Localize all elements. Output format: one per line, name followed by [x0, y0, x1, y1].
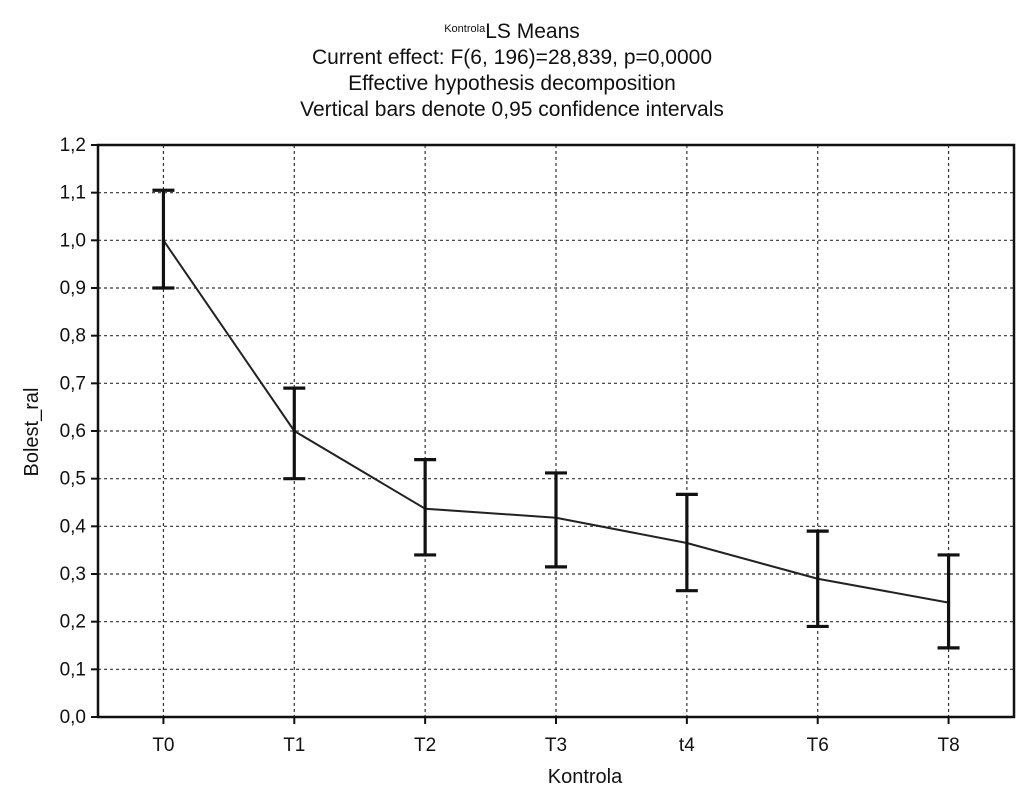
error-bar: [675, 492, 698, 593]
error-bar: [152, 188, 175, 290]
y-tick-labels: 0,0 0,1 0,2 0,3 0,4 0,5 0,6 0,7 0,8 0,9 1,0 1,1 1,2: [60, 135, 87, 728]
y-tick-label: 0,9: [60, 278, 86, 299]
y-tick-label: 0,3: [60, 564, 86, 585]
error-bar: [937, 553, 960, 650]
chart-subtitle-decomposition: Effective hypothesis decomposition: [348, 72, 676, 95]
x-tick-label: T0: [152, 735, 174, 756]
x-tick-label: T6: [807, 735, 829, 756]
y-tick-label: 0,0: [60, 707, 86, 728]
x-axis-title: Kontrola: [548, 766, 623, 788]
error-bar: [545, 471, 567, 569]
error-bar: [414, 458, 437, 557]
x-tick-label: t4: [679, 735, 695, 756]
y-tick-label: 0,2: [60, 612, 86, 633]
y-tick-label: 0,4: [60, 516, 87, 537]
chart-title: KontrolaLS Means: [444, 20, 580, 43]
y-tick-label: 0,7: [60, 373, 86, 394]
y-tick-label: 0,5: [60, 469, 86, 490]
chart-subtitle-ci-note: Vertical bars denote 0,95 confidence int…: [300, 98, 724, 121]
y-tick-label: 1,0: [60, 230, 86, 251]
y-tick-label: 0,1: [60, 659, 86, 680]
chart-title-main: LS Means: [485, 20, 580, 43]
errorbar-layer: [152, 188, 960, 650]
chart-title-superscript: Kontrola: [444, 23, 486, 35]
x-tick-labels: T0 T1 T2 T3 t4 T6 T8: [152, 735, 959, 756]
y-tick-label: 1,1: [60, 183, 86, 204]
y-tick-label: 0,8: [60, 326, 86, 347]
plot-frame: [96, 143, 1016, 719]
x-tick-label: T8: [937, 735, 959, 756]
y-axis-title: Bolest_ral: [21, 388, 43, 477]
error-bar: [806, 529, 829, 629]
grid-layer: [98, 145, 1014, 717]
x-tick-label: T2: [414, 735, 436, 756]
y-tick-label: 0,6: [60, 421, 86, 442]
x-tick-label: T3: [545, 735, 567, 756]
error-bar: [283, 386, 306, 481]
y-tick-label: 1,2: [60, 135, 86, 156]
x-tick-label: T1: [283, 735, 305, 756]
tick-layer: [91, 144, 950, 724]
chart-subtitle-effect: Current effect: F(6, 196)=28,839, p=0,00…: [312, 46, 712, 69]
